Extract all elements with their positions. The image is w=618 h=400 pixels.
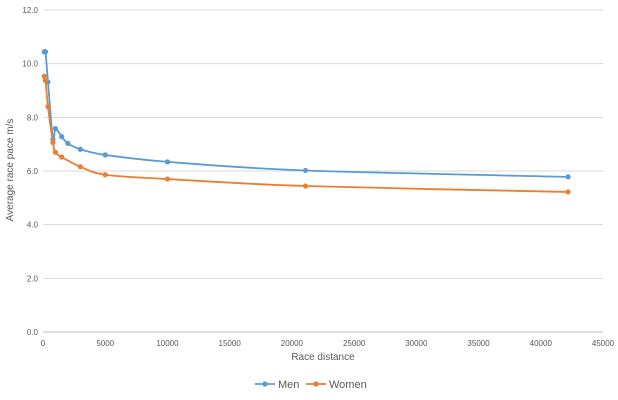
legend-entry-women: Women [306, 379, 367, 391]
data-point-women [565, 189, 571, 195]
data-point-women [59, 154, 65, 160]
y-tick-labels: 0.0 2.0 4.0 6.0 8.0 10.0 12.0 [22, 6, 38, 337]
data-point-men [42, 49, 49, 55]
data-point-women [50, 139, 56, 146]
y-tick-label: 0.0 [27, 328, 39, 337]
y-tick-label: 10.0 [22, 60, 38, 69]
series-line-men [43, 48, 569, 178]
y-tick-label: 6.0 [27, 167, 39, 176]
x-tick-label: 40000 [530, 339, 553, 348]
x-tick-label: 5000 [96, 339, 114, 348]
x-tick-label: 15000 [219, 339, 242, 348]
legend-marker-women [313, 381, 319, 387]
legend-label-women: Women [329, 379, 367, 391]
data-point-women [52, 149, 59, 155]
legend-marker-men [262, 381, 268, 387]
data-point-men [59, 134, 65, 140]
data-point-men [65, 140, 71, 146]
data-point-women [41, 73, 47, 79]
data-point-women [164, 176, 171, 182]
data-point-men [77, 146, 83, 152]
y-tick-label: 8.0 [27, 113, 39, 122]
data-point-men [164, 159, 171, 165]
data-point-men [102, 152, 108, 158]
x-tick-label: 10000 [156, 339, 179, 348]
legend-entry-men: Men [255, 379, 299, 391]
data-point-women [77, 164, 83, 170]
x-axis-title: Race distance [291, 352, 355, 363]
x-tick-label: 25000 [343, 339, 366, 348]
y-tick-label: 4.0 [27, 221, 39, 230]
x-tick-label: 20000 [281, 339, 304, 348]
x-tick-labels: 0 5000 10000 15000 20000 25000 30000 35000 40000… [41, 339, 615, 348]
y-tick-label: 2.0 [27, 274, 39, 283]
data-point-women [102, 172, 108, 178]
x-tick-label: 35000 [467, 339, 490, 348]
data-point-women [45, 104, 51, 110]
data-point-men [565, 174, 571, 180]
gridlines [43, 9, 603, 279]
y-axis-title: Average race pace m/s [5, 119, 16, 222]
x-tick-label: 45000 [592, 339, 615, 348]
series [41, 48, 571, 195]
data-point-women [42, 77, 49, 84]
data-point-men [52, 126, 59, 132]
data-point-women [302, 183, 309, 189]
x-tick-label: 0 [41, 339, 46, 348]
legend-label-men: Men [278, 379, 299, 391]
data-point-men [302, 167, 309, 174]
x-tick-label: 30000 [405, 339, 428, 348]
y-tick-label: 12.0 [22, 6, 38, 15]
legend: Men Women [255, 379, 367, 391]
